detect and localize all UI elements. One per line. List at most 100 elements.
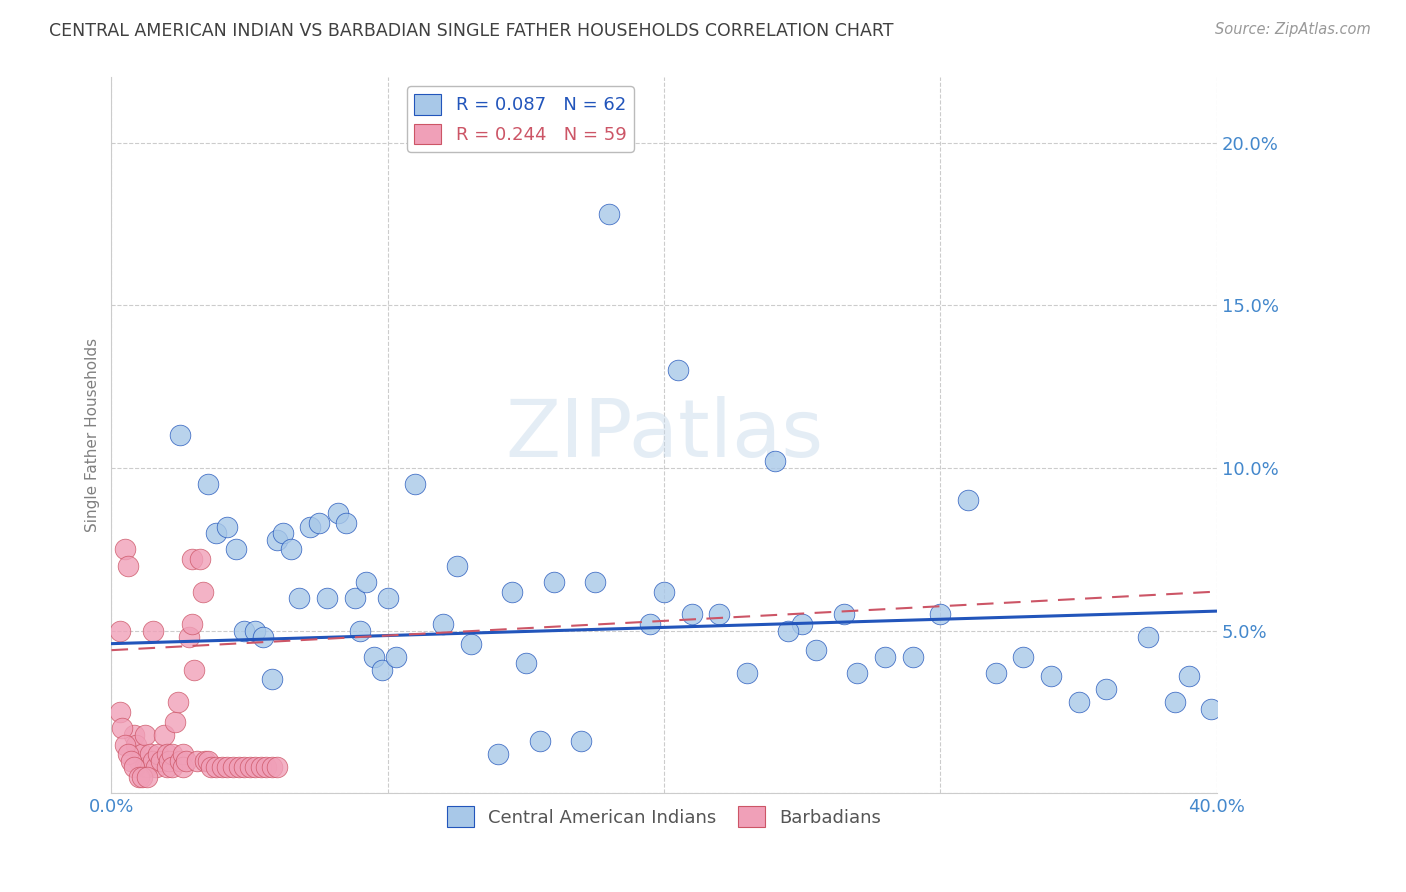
Point [148,747,170,762]
Point [211,760,233,774]
Point [254,760,277,774]
Point [125,738,148,752]
Point [543,574,565,589]
Point [169,754,191,768]
Point [1067,695,1090,709]
Point [222,760,245,774]
Point [108,705,131,719]
Point [136,760,159,774]
Point [288,591,311,606]
Point [122,728,145,742]
Point [299,519,322,533]
Point [160,747,183,762]
Point [832,607,855,622]
Point [197,754,219,768]
Point [515,656,537,670]
Point [984,665,1007,680]
Point [191,584,214,599]
Point [177,630,200,644]
Point [349,624,371,638]
Point [271,526,294,541]
Point [134,760,156,774]
Point [363,649,385,664]
Point [1095,682,1118,697]
Point [239,760,262,774]
Point [371,663,394,677]
Point [308,516,330,531]
Point [681,607,703,622]
Point [180,552,202,566]
Point [128,770,150,784]
Point [163,714,186,729]
Point [153,728,176,742]
Point [501,584,523,599]
Point [266,533,288,547]
Point [666,363,689,377]
Point [108,624,131,638]
Point [180,617,202,632]
Point [432,617,454,632]
Point [111,721,134,735]
Point [120,754,142,768]
Legend: Central American Indians, Barbadians: Central American Indians, Barbadians [440,799,889,834]
Point [139,747,162,762]
Point [260,673,283,687]
Point [252,630,274,644]
Point [243,624,266,638]
Point [169,428,191,442]
Point [1136,630,1159,644]
Point [1199,702,1222,716]
Point [446,558,468,573]
Point [122,760,145,774]
Y-axis label: Single Father Households: Single Father Households [86,338,100,533]
Point [280,542,302,557]
Point [172,747,194,762]
Point [159,754,181,768]
Point [377,591,399,606]
Point [156,760,179,774]
Point [529,734,551,748]
Point [343,591,366,606]
Point [114,542,136,557]
Point [194,754,217,768]
Point [260,760,283,774]
Point [114,738,136,752]
Point [131,770,153,784]
Point [205,526,228,541]
Text: ZIPatlas: ZIPatlas [505,396,823,475]
Point [569,734,592,748]
Point [249,760,271,774]
Point [200,760,222,774]
Point [233,624,256,638]
Point [598,207,620,221]
Point [117,747,139,762]
Point [166,695,188,709]
Point [901,649,924,664]
Point [763,454,786,468]
Point [486,747,509,762]
Point [183,663,205,677]
Point [385,649,408,664]
Text: CENTRAL AMERICAN INDIAN VS BARBADIAN SINGLE FATHER HOUSEHOLDS CORRELATION CHART: CENTRAL AMERICAN INDIAN VS BARBADIAN SIN… [49,22,894,40]
Point [172,760,194,774]
Point [117,558,139,573]
Point [460,637,482,651]
Point [217,760,239,774]
Point [316,591,339,606]
Point [134,728,156,742]
Point [156,747,179,762]
Point [1178,669,1201,683]
Point [142,624,165,638]
Point [136,770,159,784]
Point [735,665,758,680]
Point [956,493,979,508]
Point [638,617,661,632]
Point [197,477,219,491]
Point [266,760,288,774]
Point [150,754,173,768]
Point [1012,649,1035,664]
Point [217,519,239,533]
Point [1039,669,1062,683]
Point [929,607,952,622]
Point [335,516,357,531]
